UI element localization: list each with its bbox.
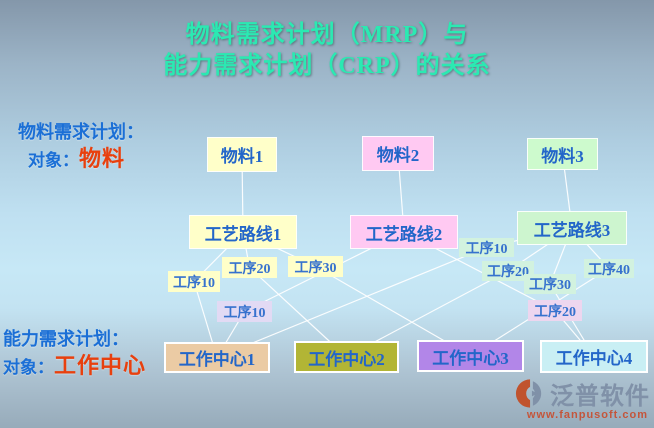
mrp-side-label: 物料需求计划： 对象：物料 xyxy=(18,120,144,173)
node-routing-1: 工艺路线1 xyxy=(189,215,297,249)
node-op-r3-20: 工序20 xyxy=(482,261,534,281)
mrp-heading: 物料需求计划： xyxy=(18,122,144,142)
node-material-1: 物料1 xyxy=(207,137,277,172)
node-op-r3-30: 工序30 xyxy=(524,274,576,294)
mrp-object-prefix: 对象： xyxy=(28,151,79,170)
crp-side-label: 能力需求计划： 对象：工作中心 xyxy=(3,327,146,380)
mrp-object-line: 对象：物料 xyxy=(18,147,144,173)
crp-object-value: 工作中心 xyxy=(54,353,147,378)
vendor-logo-name: 泛普软件 xyxy=(550,384,650,410)
fanpu-logo-icon xyxy=(515,379,542,408)
crp-object-line: 对象：工作中心 xyxy=(3,354,146,380)
vendor-logo-row: 泛普软件 xyxy=(515,376,650,411)
node-routing-3: 工艺路线3 xyxy=(517,211,627,245)
node-workcenter-2: 工作中心2 xyxy=(294,341,399,373)
node-op-r1-30: 工序30 xyxy=(288,256,343,277)
node-workcenter-3: 工作中心3 xyxy=(417,340,524,372)
node-workcenter-1: 工作中心1 xyxy=(164,342,270,373)
node-routing-2: 工艺路线2 xyxy=(350,215,458,249)
node-op-r1-10: 工序10 xyxy=(168,271,220,292)
node-op-r2-10: 工序10 xyxy=(217,301,272,322)
node-op-r3-10: 工序10 xyxy=(459,238,514,257)
mrp-object-value: 物料 xyxy=(79,146,126,171)
node-material-3: 物料3 xyxy=(527,138,598,170)
slide-title-line-2: 能力需求计划（CRP）的关系 xyxy=(163,53,491,79)
edge-op-r3-10--workcenter-1 xyxy=(216,246,487,359)
vendor-logo: 泛普软件 www.fanpusoft.com xyxy=(515,376,650,421)
crp-heading: 能力需求计划： xyxy=(3,329,129,349)
crp-object-prefix: 对象： xyxy=(3,358,54,377)
slide-title: 物料需求计划（MRP）与 能力需求计划（CRP）的关系 xyxy=(0,20,654,82)
node-workcenter-4: 工作中心4 xyxy=(540,340,648,373)
slide-title-line-1: 物料需求计划（MRP）与 xyxy=(185,22,469,48)
node-op-r3-40: 工序40 xyxy=(584,259,634,278)
vendor-logo-url: www.fanpusoft.com xyxy=(526,409,648,421)
node-op-r1-20: 工序20 xyxy=(222,257,277,278)
node-material-2: 物料2 xyxy=(362,136,434,171)
node-op-r2-20: 工序20 xyxy=(528,300,582,321)
